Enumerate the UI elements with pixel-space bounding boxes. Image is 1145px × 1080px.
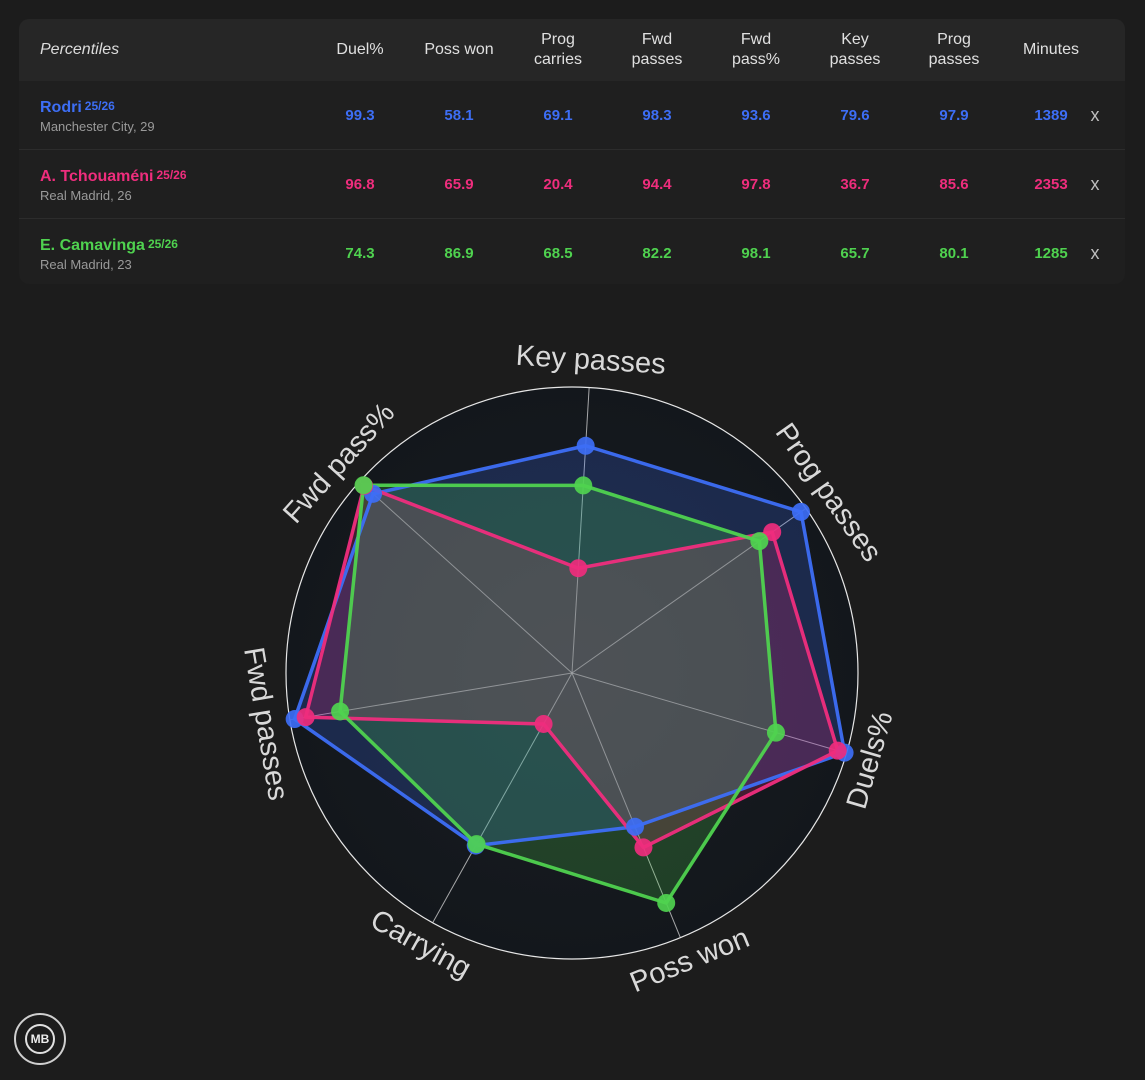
header-duel-pct: Duel% — [336, 41, 384, 58]
table-header: Percentiles Duel% Poss won Prog carries … — [19, 19, 1125, 81]
table-row: A. Tchouaméni 25/26 Real Madrid, 26 96.8 … — [19, 150, 1125, 219]
table-cell: 98.3 — [642, 106, 672, 124]
table-cell: 1285 — [1034, 244, 1068, 262]
header-key-passes: Key passes — [829, 31, 881, 68]
radar-point — [766, 723, 785, 742]
table-cell: 96.8 — [345, 175, 375, 193]
header-fwd-pass-pct: Fwd pass% — [731, 31, 781, 68]
table-cell: 74.3 — [345, 244, 375, 262]
table-cell: 68.5 — [543, 244, 573, 262]
player-name[interactable]: A. Tchouaméni 25/26 — [40, 168, 187, 186]
table-cell: 65.9 — [444, 175, 474, 193]
table-cell: 99.3 — [345, 106, 375, 124]
remove-player-button[interactable]: x — [1090, 104, 1100, 125]
table-cell: 20.4 — [543, 175, 573, 193]
radar-area-2 — [340, 485, 776, 903]
player-meta: Real Madrid, 23 — [40, 257, 132, 272]
radar-point — [574, 476, 593, 495]
radar-point — [296, 708, 315, 727]
radar-point — [354, 476, 373, 495]
radar-point — [791, 502, 810, 521]
radar-point — [331, 702, 350, 721]
table-cell: 2353 — [1034, 175, 1068, 193]
table-cell: 65.7 — [840, 244, 870, 262]
table-cell: 94.4 — [642, 175, 672, 193]
radar-point — [576, 436, 595, 455]
table-cell: 69.1 — [543, 106, 573, 124]
radar-spoke — [359, 481, 573, 674]
header-minutes: Minutes — [1022, 41, 1080, 58]
percentiles-table: Percentiles Duel% Poss won Prog carries … — [19, 19, 1125, 284]
table-cell: 80.1 — [939, 244, 969, 262]
table-cell: 36.7 — [840, 175, 870, 193]
table-cell: 86.9 — [444, 244, 474, 262]
radar-spoke — [571, 387, 590, 674]
player-name-text: A. Tchouaméni — [40, 168, 154, 185]
radar-point — [625, 817, 644, 836]
header-prog-passes: Prog passes — [928, 31, 980, 68]
header-percentiles: Percentiles — [40, 41, 120, 58]
table-row: E. Camavinga 25/26 Real Madrid, 23 74.3 8… — [19, 219, 1125, 284]
header-prog-carries: Prog carries — [533, 31, 582, 68]
remove-player-button[interactable]: x — [1090, 242, 1100, 263]
player-name[interactable]: E. Camavinga 25/26 — [40, 237, 178, 255]
radar-point — [657, 893, 676, 912]
table-cell: 79.6 — [840, 106, 870, 124]
brand-logo: MB — [14, 1013, 66, 1065]
radar-point — [828, 741, 847, 760]
radar-spoke — [571, 672, 847, 754]
table-cell: 98.1 — [741, 244, 771, 262]
header-fwd-passes: Fwd passes — [631, 31, 683, 68]
table-cell: 82.2 — [642, 244, 672, 262]
radar-point — [534, 714, 553, 733]
radar-point — [763, 523, 782, 542]
player-season: 25/26 — [84, 99, 115, 113]
radar-series-line — [338, 483, 778, 905]
player-name-text: Rodri — [40, 99, 82, 116]
radar-point — [569, 559, 588, 578]
table-cell: 93.6 — [741, 106, 771, 124]
player-name-text: E. Camavinga — [40, 237, 145, 254]
player-meta: Real Madrid, 26 — [40, 188, 132, 203]
radar-point — [634, 838, 653, 857]
radar-area-1 — [305, 485, 838, 848]
radar-series-line — [303, 484, 840, 850]
player-season: 25/26 — [147, 237, 178, 251]
table-cell: 1389 — [1034, 106, 1068, 124]
radar-spoke — [571, 672, 681, 938]
table-row: Rodri 25/26 Manchester City, 29 99.3 58.1… — [19, 81, 1125, 150]
table-cell: 97.8 — [741, 175, 771, 193]
logo-text: MB — [25, 1024, 55, 1054]
remove-player-button[interactable]: x — [1090, 173, 1100, 194]
player-season: 25/26 — [156, 168, 187, 182]
radar-point — [467, 835, 486, 854]
radar-point — [750, 532, 769, 551]
header-poss-won: Poss won — [424, 41, 494, 58]
table-cell: 58.1 — [444, 106, 474, 124]
radar-axis-label: Key passes — [515, 340, 667, 381]
radar-spoke — [432, 672, 573, 924]
player-name[interactable]: Rodri 25/26 — [40, 99, 115, 117]
table-cell: 85.6 — [939, 175, 969, 193]
player-meta: Manchester City, 29 — [40, 119, 155, 134]
table-cell: 97.9 — [939, 106, 969, 124]
